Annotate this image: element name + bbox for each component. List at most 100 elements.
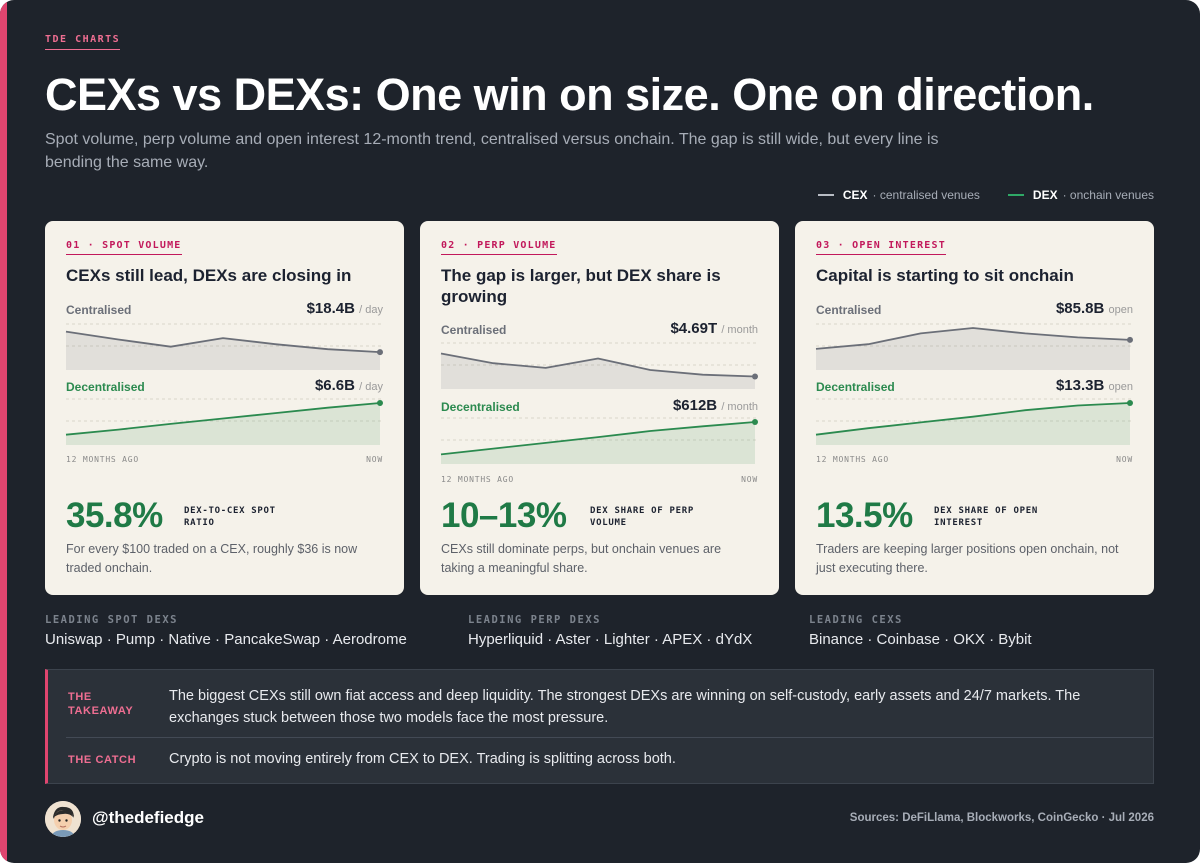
legend-key-dex: DEX — [1032, 188, 1058, 202]
decentralised-value-block: $612B / month — [673, 397, 758, 414]
decentralised-row: Decentralised $13.3B open — [816, 376, 1133, 394]
centralised-sparkline — [815, 323, 1133, 370]
decentralised-value: $6.6B — [314, 377, 355, 394]
leading-cexs: LEADING CEXS Binance · Coinbase · OKX · … — [809, 614, 1032, 648]
catch-label: THE CATCH — [68, 754, 137, 766]
takeaway-text: The biggest CEXs still own fiat access a… — [169, 688, 1081, 726]
legend-swatch-dex — [1007, 194, 1024, 196]
series-line — [440, 352, 756, 378]
card-open-interest: 03 · OPEN INTEREST Capital is starting t… — [795, 221, 1154, 595]
centralised-value-block: $4.69T / month — [670, 320, 758, 337]
card-kicker: 02 · PERP VOLUME — [441, 240, 557, 255]
author-handle[interactable]: @thedefiedge — [92, 808, 204, 827]
legend-desc-cex: · centralised venues — [872, 188, 980, 202]
decentralised-label: Decentralised — [441, 400, 520, 414]
centralised-sparkline — [440, 342, 758, 389]
axis-end-label: NOW — [366, 455, 383, 464]
series-line — [65, 402, 381, 436]
series-end-point — [377, 400, 383, 406]
legend-key-cex: CEX — [842, 188, 868, 202]
card-kicker: 03 · OPEN INTEREST — [816, 240, 946, 255]
decentralised-label: Decentralised — [816, 380, 895, 394]
axis-start-label: 12 MONTHS AGO — [441, 475, 515, 484]
centralised-label: Centralised — [66, 303, 132, 317]
series-end-point — [1127, 400, 1133, 406]
series-line — [440, 421, 756, 456]
series-area — [816, 328, 1130, 370]
card-perp-volume: 02 · PERP VOLUME The gap is larger, but … — [420, 221, 779, 595]
decentralised-value-block: $6.6B / day — [315, 377, 383, 394]
centralised-row: Centralised $18.4B / day — [66, 299, 383, 317]
centralised-value-block: $85.8B open — [1056, 300, 1133, 317]
decentralised-label: Decentralised — [66, 380, 145, 394]
decentralised-value: $13.3B — [1055, 377, 1105, 394]
accent-bar — [0, 0, 7, 863]
legend-item-dex: DEX · onchain venues — [1007, 188, 1154, 202]
series-area — [441, 422, 755, 464]
axis-start-label: 12 MONTHS AGO — [66, 455, 140, 464]
leading-perp-dexs: LEADING PERP DEXS Hyperliquid · Aster · … — [468, 614, 752, 648]
card-kicker: 01 · SPOT VOLUME — [66, 240, 182, 255]
legend-desc-dex: · onchain venues — [1062, 188, 1154, 202]
series-end-point — [752, 419, 758, 425]
decentralised-value: $612B — [672, 397, 718, 414]
takeaway-label: THE TAKEAWAY — [68, 691, 134, 717]
leading-list: Hyperliquid · Aster · Lighter · APEX · d… — [468, 631, 753, 648]
legend: CEX · centralised venues DEX · onchain v… — [817, 188, 1154, 202]
card-description: For every $100 traded on a CEX, roughly … — [66, 542, 358, 575]
centralised-label: Centralised — [816, 303, 882, 317]
leading-list: Uniswap · Pump · Native · PancakeSwap · … — [45, 631, 407, 648]
decentralised-sparkline — [815, 398, 1133, 445]
decentralised-row: Decentralised $612B / month — [441, 396, 758, 414]
subhead: Spot volume, perp volume and open intere… — [45, 131, 939, 171]
series-line — [815, 327, 1131, 350]
stat-label: DEX SHARE OF PERP VOLUME — [590, 506, 695, 528]
card-spot-volume: 01 · SPOT VOLUME CEXs still lead, DEXs a… — [45, 221, 404, 595]
avatar-illustration — [45, 801, 81, 837]
decentralised-sparkline — [440, 417, 758, 464]
card-title: Capital is starting to sit onchain — [816, 266, 1074, 285]
leading-kicker: LEADING PERP DEXS — [468, 614, 601, 626]
big-stat: 10–13% — [441, 496, 567, 535]
centralised-value: $4.69T — [670, 320, 718, 337]
decentralised-row: Decentralised $6.6B / day — [66, 376, 383, 394]
leading-kicker: LEADING CEXS — [809, 614, 903, 626]
centralised-sparkline — [65, 323, 383, 370]
card-description: Traders are keeping larger positions ope… — [816, 542, 1119, 575]
card-title: The gap is larger, but DEX share is grow… — [441, 266, 721, 306]
leading-kicker: LEADING SPOT DEXS — [45, 614, 178, 626]
centralised-row: Centralised $85.8B open — [816, 299, 1133, 317]
series-end-point — [377, 349, 383, 356]
catch-text: Crypto is not moving entirely from CEX t… — [169, 751, 676, 767]
series-area — [441, 353, 755, 389]
stat-label: DEX-TO-CEX SPOT RATIO — [184, 506, 276, 528]
axis-end-label: NOW — [741, 475, 758, 484]
series-area — [66, 331, 380, 370]
series-area — [66, 403, 380, 445]
big-stat: 13.5% — [816, 496, 913, 535]
takeaway-box: THE TAKEAWAY The biggest CEXs still own … — [45, 669, 1154, 784]
headline: CEXs vs DEXs: One win on size. One on di… — [45, 69, 1094, 120]
avatar — [45, 801, 81, 837]
sources: Sources: DeFiLlama, Blockworks, CoinGeck… — [849, 812, 1154, 824]
leading-spot-dexs: LEADING SPOT DEXS Uniswap · Pump · Nativ… — [45, 614, 407, 648]
series-end-point — [1127, 336, 1133, 343]
takeaway-divider — [66, 737, 1153, 738]
axis-end-label: NOW — [1116, 455, 1133, 464]
leading-list: Binance · Coinbase · OKX · Bybit — [809, 631, 1032, 648]
series-area — [816, 403, 1130, 445]
centralised-row: Centralised $4.69T / month — [441, 319, 758, 337]
decentralised-unit: open — [1108, 381, 1133, 393]
card-title: CEXs still lead, DEXs are closing in — [66, 266, 352, 285]
series-line — [65, 330, 381, 353]
centralised-value: $18.4B — [306, 300, 355, 317]
legend-item-cex: CEX · centralised venues — [817, 188, 980, 202]
decentralised-unit: / day — [359, 381, 383, 393]
big-stat: 35.8% — [66, 496, 163, 535]
decentralised-sparkline — [65, 398, 383, 445]
brand-kicker: TDE CHARTS — [45, 34, 121, 50]
centralised-value-block: $18.4B / day — [307, 300, 383, 317]
centralised-unit: / day — [359, 304, 383, 316]
centralised-value: $85.8B — [1055, 300, 1105, 317]
